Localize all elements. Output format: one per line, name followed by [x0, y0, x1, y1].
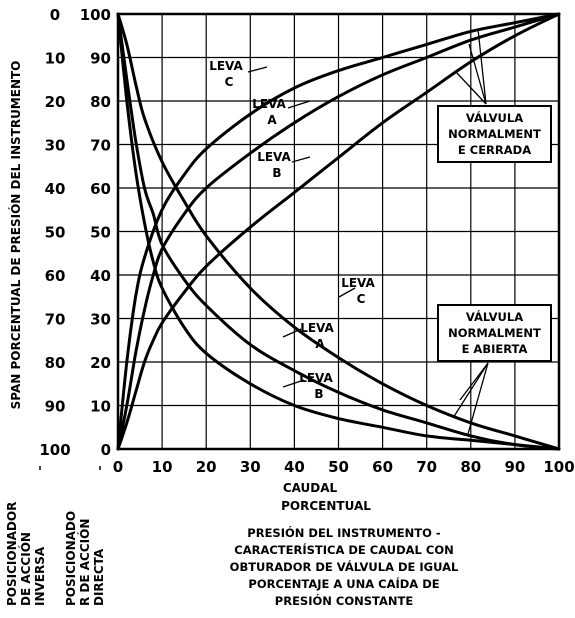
y-tick-label-direct: 30: [90, 311, 111, 329]
arrow-closed-2: [468, 43, 487, 105]
x-tick-label: 100: [543, 458, 574, 476]
y-tick-label-inverse: 80: [45, 354, 66, 372]
positioner-direct-line-1: POSICIONADO: [64, 511, 78, 606]
box-valve-open-frame: [437, 304, 552, 362]
arrow-open-2: [459, 362, 489, 401]
x-tick-label: 50: [328, 458, 349, 476]
curve-open-leva-b: [116, 12, 561, 451]
series-layer: [116, 12, 561, 451]
y-tick-label-direct: 100: [80, 6, 111, 24]
x-tick-label: 70: [416, 458, 437, 476]
label-open-leva-c-line-1: LEVA: [341, 276, 375, 290]
box-valve-open-line-3: E ABIERTA: [462, 342, 528, 356]
x-tick-label: 20: [196, 458, 217, 476]
x-tick-label: 60: [372, 458, 393, 476]
curve-open-leva-c: [116, 12, 561, 451]
y-tick-label-inverse: 90: [45, 398, 66, 416]
y-tick-label-direct: 60: [90, 180, 111, 198]
y-tick-label-inverse: 30: [45, 137, 66, 155]
label-open-leva-a-line-1: LEVA: [300, 321, 334, 335]
y-tick-label-inverse: 10: [45, 50, 66, 68]
y-axis-label: SPAN PORCENTUAL DE PRESIÓN DEL INSTRUMEN…: [8, 61, 23, 410]
box-valve-closed-line-3: E CERRADA: [458, 143, 531, 157]
y-tick-label-inverse: 100: [39, 441, 70, 459]
x-tick-label: 10: [152, 458, 173, 476]
label-closed-leva-c-line-2: C: [225, 75, 234, 89]
x-axis-label-line-1: CAUDAL: [283, 481, 338, 495]
x-tick-label: 40: [284, 458, 305, 476]
y-tick-label-direct: 70: [90, 137, 111, 155]
y-tick-label-inverse: 70: [45, 311, 66, 329]
y-tick-label-inverse: 0: [50, 6, 60, 24]
leader-closed-leva-b: [291, 156, 311, 163]
x-tick-label: 30: [240, 458, 261, 476]
label-closed-leva-a-line-2: A: [267, 113, 277, 127]
x-tick-label: 0: [113, 458, 123, 476]
label-open-leva-b-line-1: LEVA: [299, 371, 333, 385]
label-open-leva-b-line-2: B: [314, 387, 323, 401]
y-tick-label-inverse: 50: [45, 224, 66, 242]
arrow-open-1: [452, 362, 489, 419]
caption-line-1: PRESIÓN DEL INSTRUMENTO -: [247, 525, 441, 540]
grid: [116, 12, 561, 451]
leader-open-leva-c: [338, 287, 356, 298]
arrow-closed-1: [455, 71, 487, 105]
x-tick-labels: 0 10 20 30 40 50 60 70 80 90 100: [113, 458, 575, 476]
leader-closed-leva-a: [287, 100, 311, 109]
curve-closed-leva-b: [116, 12, 561, 451]
curve-open-leva-a: [116, 12, 561, 451]
arrow-open-3: [467, 362, 489, 435]
annotations: LEVA C LEVA A LEVA B LEVA C LEVA A LEVA B VÁLVULA NOR…: [209, 28, 552, 435]
y-tick-label-inverse: 20: [45, 93, 66, 111]
y-tick-labels: 0102030405060708090100100908070605040302…: [39, 6, 111, 459]
y-tick-label-inverse: 60: [45, 267, 66, 285]
box-valve-open-line-2: NORMALMENT: [448, 326, 541, 340]
caption-line-5: PRESIÓN CONSTANTE: [275, 593, 414, 608]
positioner-inverse-label: POSICIONADOR DE ACCIÓN INVERSA: [5, 502, 47, 606]
box-valve-open-line-1: VÁLVULA: [466, 309, 523, 324]
label-closed-leva-a-line-1: LEVA: [252, 97, 286, 111]
label-open-leva-c-line-2: C: [357, 292, 366, 306]
label-closed-leva-c-line-1: LEVA: [209, 59, 243, 73]
y-tick-label-direct: 50: [90, 224, 111, 242]
x-tick-label: 80: [460, 458, 481, 476]
x-tick-label: 90: [504, 458, 525, 476]
positioner-inverse-line-2: DE ACCIÓN: [18, 532, 33, 606]
leader-open-leva-a: [282, 328, 302, 338]
y-tick-label-direct: 10: [90, 398, 111, 416]
caption-line-2: CARACTERÍSTICA DE CAUDAL CON: [234, 542, 453, 557]
box-valve-closed-line-1: VÁLVULA: [466, 110, 523, 125]
y-tick-label-direct: 80: [90, 93, 111, 111]
label-closed-leva-b-line-1: LEVA: [257, 150, 291, 164]
positioner-inverse-line-3: INVERSA: [33, 546, 47, 606]
x-axis-label-line-2: PORCENTUAL: [281, 499, 371, 513]
caption-line-3: OBTURADOR DE VÁLVULA DE IGUAL: [230, 559, 459, 574]
y-tick-label-direct: 20: [90, 354, 111, 372]
y-tick-label-direct: 40: [90, 267, 111, 285]
positioner-direct-line-2: R DE ACCIÓN: [77, 519, 92, 606]
y-tick-label-direct: 90: [90, 50, 111, 68]
box-valve-open: VÁLVULA NORMALMENT E ABIERTA: [437, 304, 552, 362]
positioner-direct-label: POSICIONADO R DE ACCIÓN DIRECTA: [64, 511, 106, 606]
chart-caption: PRESIÓN DEL INSTRUMENTO - CARACTERÍSTICA…: [230, 525, 459, 608]
caption-line-4: PORCENTAJE A UNA CAÍDA DE: [248, 576, 439, 591]
arrow-closed-3: [477, 28, 487, 105]
positioner-direct-line-3: DIRECTA: [92, 548, 106, 606]
y-tick-label-direct: 0: [101, 441, 111, 459]
curve-closed-leva-c: [116, 12, 561, 451]
box-valve-closed-line-2: NORMALMENT: [448, 127, 541, 141]
leader-closed-leva-c: [247, 66, 268, 73]
box-valve-closed: VÁLVULA NORMALMENT E CERRADA: [437, 105, 552, 163]
box-valve-closed-frame: [437, 105, 552, 163]
y-tick-label-inverse: 40: [45, 180, 66, 198]
positioner-inverse-line-1: POSICIONADOR: [5, 502, 19, 606]
label-closed-leva-b-line-2: B: [272, 166, 281, 180]
leader-open-leva-b: [282, 379, 305, 388]
label-open-leva-a-line-2: A: [315, 337, 325, 351]
curve-closed-leva-a: [116, 12, 561, 451]
